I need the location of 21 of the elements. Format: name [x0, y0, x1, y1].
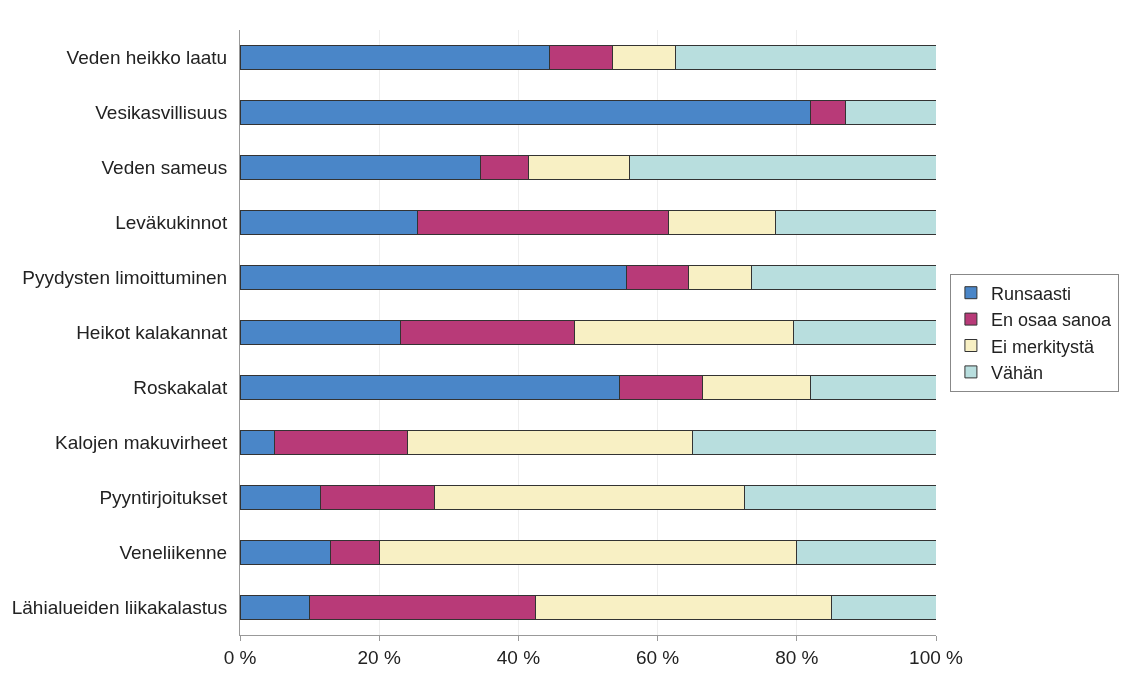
- legend-label: En osaa sanoa: [990, 310, 1112, 331]
- y-tick-label: Veden heikko laatu: [66, 47, 228, 69]
- x-tick-label: 100 %: [909, 646, 964, 668]
- x-tick-label: 20 %: [357, 646, 401, 668]
- y-tick-label: Lähialueiden liikakalastus: [11, 597, 228, 619]
- y-tick-label: Roskakalat: [133, 377, 228, 399]
- y-tick-label: Pyyntirjoitukset: [99, 487, 228, 509]
- y-tick-label: Kalojen makuvirheet: [55, 432, 228, 454]
- legend-label: Runsaasti: [990, 283, 1071, 304]
- legend-label: Ei merkitystä: [990, 336, 1095, 357]
- y-tick-label: Veneliikenne: [119, 542, 228, 564]
- y-tick-label: Leväkukinnot: [115, 212, 228, 234]
- y-tick-label: Veden sameus: [101, 157, 228, 179]
- x-tick-label: 40 %: [496, 646, 541, 668]
- x-tick-label: 80 %: [775, 646, 819, 668]
- y-tick-label: Vesikasvillisuus: [95, 102, 228, 124]
- legend-label: Vähän: [990, 362, 1043, 383]
- y-tick-label: Heikot kalakannat: [76, 322, 228, 344]
- x-tick-label: 0 %: [223, 646, 257, 668]
- y-tick-label: Pyydysten limoittuminen: [22, 267, 228, 289]
- x-tick-label: 60 %: [635, 646, 680, 668]
